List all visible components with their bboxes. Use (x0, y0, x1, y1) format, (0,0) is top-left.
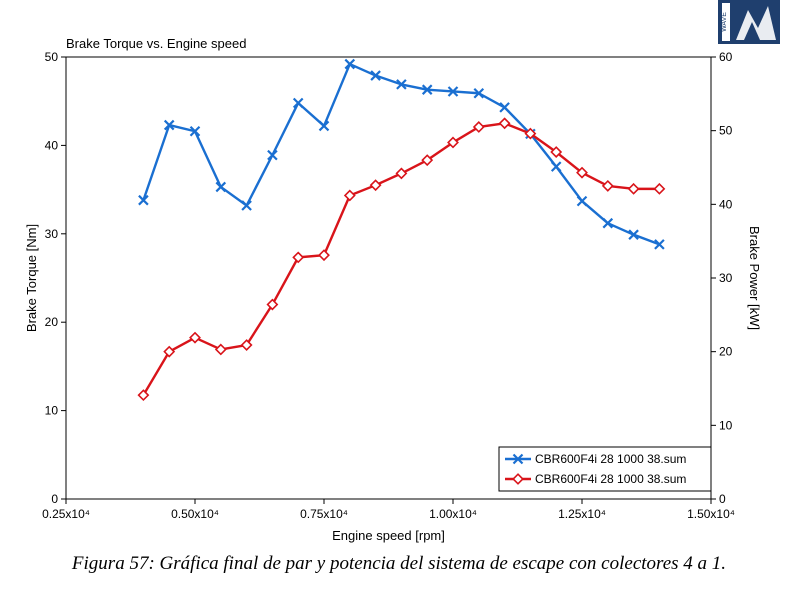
data-point-torque (215, 181, 227, 193)
x-tick-label: 0.25x10⁴ (42, 507, 90, 521)
data-point-power (189, 331, 201, 344)
y-tick-label: 20 (45, 315, 59, 329)
data-point-torque (421, 84, 433, 95)
series-line-1 (142, 62, 660, 246)
plot-frame (65, 56, 712, 500)
y-tick-label: 30 (45, 227, 59, 241)
data-point-power (137, 389, 150, 402)
x-tick-label: 0.75x10⁴ (300, 507, 348, 521)
y2-tick-label: 30 (719, 271, 733, 285)
data-point-torque (370, 70, 381, 81)
data-point-power (318, 249, 330, 262)
chart-title: Brake Torque vs. Engine speed (66, 36, 247, 51)
y-tick-label: 10 (45, 404, 59, 418)
y2-axis-label: Brake Power [kW] (747, 226, 762, 330)
data-point-torque (163, 119, 175, 131)
y2-tick-label: 0 (719, 492, 726, 506)
logo-text: WAVE (721, 12, 728, 32)
data-point-power (214, 343, 227, 356)
data-point-power (653, 182, 666, 195)
data-point-power (240, 339, 253, 351)
data-point-power (550, 146, 563, 158)
data-point-torque (550, 161, 562, 172)
data-point-power (601, 179, 614, 192)
y-tick-label: 0 (51, 492, 58, 506)
data-point-power (343, 189, 356, 202)
data-point-torque (602, 217, 614, 229)
data-point-torque (396, 79, 407, 90)
y2-tick-label: 60 (719, 50, 733, 64)
legend-marker-x (512, 453, 524, 465)
figure-caption: Figura 57: Gráfica final de par y potenc… (71, 553, 727, 574)
y-tick-label: 40 (45, 138, 59, 152)
y-axis-label: Brake Torque [Nm] (24, 224, 39, 332)
data-point-torque (318, 120, 330, 132)
legend-label: CBR600F4i 28 1000 38.sum (535, 452, 686, 466)
data-point-power (369, 179, 382, 192)
data-point-torque (473, 87, 485, 99)
y2-tick-label: 10 (719, 418, 733, 432)
data-point-torque (189, 125, 201, 137)
data-point-power (576, 166, 588, 179)
data-point-torque (267, 149, 278, 161)
watermark-logo: WAVE (718, 0, 780, 44)
data-point-power (421, 154, 434, 167)
data-point-power (627, 182, 640, 195)
legend-marker-diamond (512, 473, 524, 485)
x-tick-label: 1.25x10⁴ (558, 507, 606, 521)
data-point-torque (292, 97, 304, 109)
data-point-power (163, 345, 176, 358)
y-tick-label: 50 (45, 50, 59, 64)
data-point-power (266, 298, 279, 311)
data-point-power (472, 121, 485, 133)
data-point-power (498, 117, 511, 130)
legend-box (498, 446, 712, 492)
data-point-torque (138, 194, 149, 206)
legend-label: CBR600F4i 28 1000 38.sum (535, 472, 686, 486)
data-point-torque (447, 86, 459, 97)
data-point-torque (628, 229, 639, 240)
x-tick-label: 0.50x10⁴ (171, 507, 219, 521)
y2-tick-label: 50 (719, 124, 733, 138)
data-point-power (292, 251, 305, 264)
data-point-torque (241, 200, 252, 211)
data-point-torque (499, 102, 510, 113)
y2-tick-label: 20 (719, 345, 733, 359)
x-axis-label: Engine speed [rpm] (332, 528, 445, 543)
x-tick-label: 1.00x10⁴ (429, 507, 477, 521)
data-point-power (395, 167, 408, 180)
y2-tick-label: 40 (719, 197, 733, 211)
data-point-power (524, 127, 537, 140)
x-tick-label: 1.50x10⁴ (687, 507, 735, 521)
data-point-power (447, 136, 459, 149)
data-point-torque (654, 239, 665, 250)
data-point-torque (576, 195, 588, 207)
data-point-torque (344, 58, 356, 70)
